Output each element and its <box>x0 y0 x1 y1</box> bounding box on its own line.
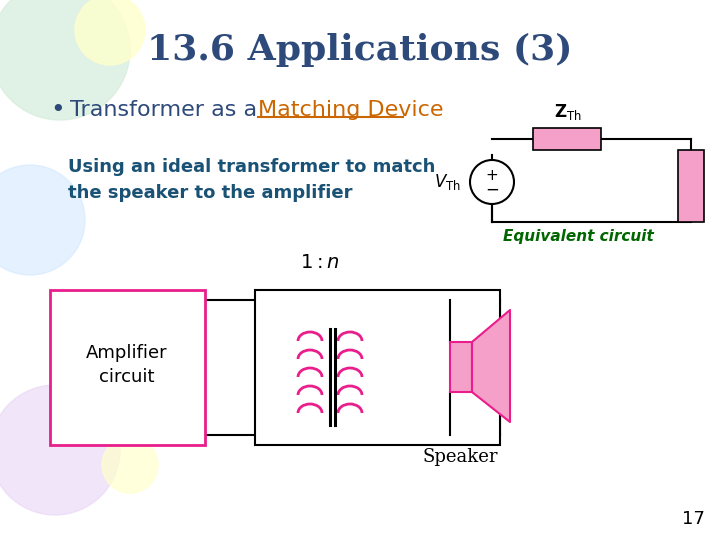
Text: $1 : n$: $1 : n$ <box>300 253 340 272</box>
Text: •: • <box>50 98 66 122</box>
Polygon shape <box>472 310 510 422</box>
Circle shape <box>0 385 120 515</box>
FancyBboxPatch shape <box>678 150 704 222</box>
Text: Speaker: Speaker <box>422 448 498 466</box>
Text: Transformer as a: Transformer as a <box>70 100 264 120</box>
Text: 17: 17 <box>682 510 705 528</box>
FancyBboxPatch shape <box>50 290 205 445</box>
Circle shape <box>0 165 85 275</box>
FancyBboxPatch shape <box>533 128 601 150</box>
Text: $V_{\rm Th}$: $V_{\rm Th}$ <box>434 172 461 192</box>
FancyBboxPatch shape <box>450 342 472 392</box>
Text: Amplifier
circuit: Amplifier circuit <box>86 343 168 387</box>
Text: −: − <box>485 181 499 199</box>
Circle shape <box>470 160 514 204</box>
Text: 13.6 Applications (3): 13.6 Applications (3) <box>148 33 572 67</box>
Text: $\dfrac{Z_L}{n^2}$: $\dfrac{Z_L}{n^2}$ <box>683 163 703 201</box>
Circle shape <box>0 0 130 120</box>
Text: $\mathbf{Z}_{\rm Th}$: $\mathbf{Z}_{\rm Th}$ <box>554 102 582 122</box>
Circle shape <box>75 0 145 65</box>
FancyBboxPatch shape <box>255 290 500 445</box>
Text: Equivalent circuit: Equivalent circuit <box>503 230 653 245</box>
Text: +: + <box>485 167 498 183</box>
Text: Matching Device: Matching Device <box>258 100 444 120</box>
Circle shape <box>102 437 158 493</box>
Text: Using an ideal transformer to match
the speaker to the amplifier: Using an ideal transformer to match the … <box>68 158 436 202</box>
